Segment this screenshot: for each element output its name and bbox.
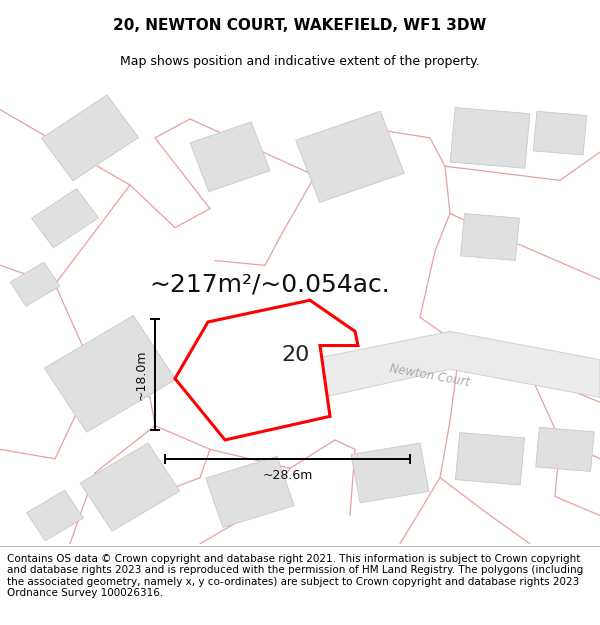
Polygon shape [212,309,298,382]
Polygon shape [450,107,530,168]
Text: Contains OS data © Crown copyright and database right 2021. This information is : Contains OS data © Crown copyright and d… [7,554,583,598]
Polygon shape [26,490,83,541]
Text: ~28.6m: ~28.6m [262,469,313,482]
Text: Newton Court: Newton Court [389,362,471,389]
Polygon shape [296,111,404,202]
Polygon shape [41,95,139,181]
Polygon shape [206,456,294,528]
Polygon shape [10,262,60,306]
Text: 20: 20 [281,345,310,365]
Text: ~217m²/~0.054ac.: ~217m²/~0.054ac. [149,272,391,296]
Polygon shape [32,189,98,248]
Polygon shape [455,432,524,485]
Polygon shape [461,214,520,261]
Text: ~18.0m: ~18.0m [134,349,148,400]
Text: 20, NEWTON COURT, WAKEFIELD, WF1 3DW: 20, NEWTON COURT, WAKEFIELD, WF1 3DW [113,18,487,33]
Polygon shape [175,300,358,440]
Polygon shape [351,443,429,503]
Polygon shape [190,122,270,192]
Polygon shape [536,428,594,471]
Polygon shape [310,331,600,400]
Polygon shape [533,111,587,155]
Text: Map shows position and indicative extent of the property.: Map shows position and indicative extent… [120,55,480,68]
Polygon shape [80,443,180,531]
Polygon shape [44,316,176,432]
